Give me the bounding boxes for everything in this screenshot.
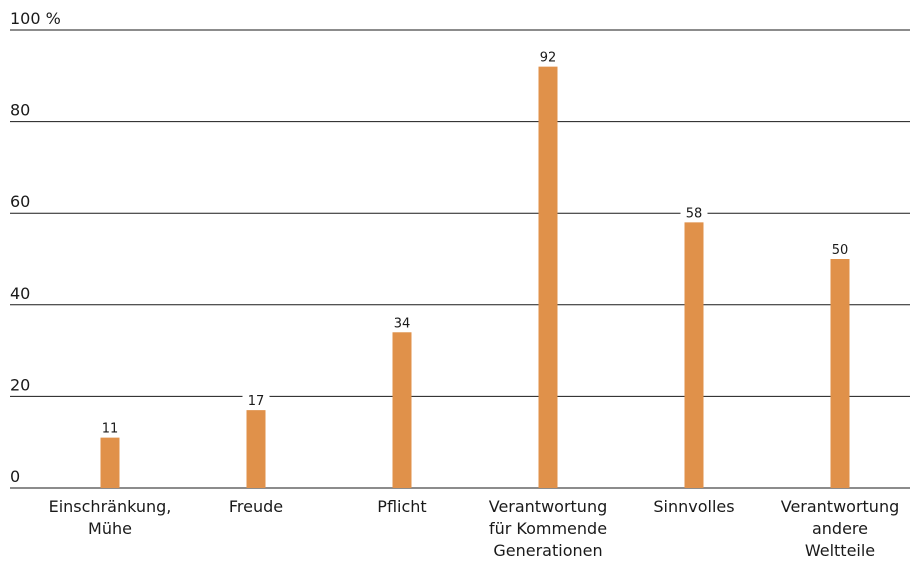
category-label-line: Mühe <box>88 519 132 538</box>
value-label: 17 <box>248 394 265 409</box>
value-label: 11 <box>102 422 119 437</box>
category-label: Freude <box>229 497 283 516</box>
category-label-line: Weltteile <box>805 541 875 560</box>
gridlines <box>10 30 910 488</box>
category-label-line: Sinnvolles <box>653 497 734 516</box>
y-tick-label-0: 0 <box>10 467 20 486</box>
category-label-line: Generationen <box>493 541 602 560</box>
bar <box>685 222 704 488</box>
category-label-line: Freude <box>229 497 283 516</box>
category-label-line: Pflicht <box>377 497 426 516</box>
y-tick-label-60: 60 <box>10 192 30 211</box>
category-label: Einschränkung, Mühe <box>49 497 172 538</box>
y-tick-label-100: 100 % <box>10 9 61 28</box>
bar <box>247 410 266 488</box>
value-label: 34 <box>394 316 411 331</box>
category-label-line: für Kommende <box>489 519 607 538</box>
bars: 11 17 34 92 58 50 <box>97 50 854 488</box>
category-label-line: Einschränkung, <box>49 497 172 516</box>
y-tick-label-40: 40 <box>10 284 30 303</box>
value-label: 50 <box>832 243 849 258</box>
y-tick-label-20: 20 <box>10 375 30 394</box>
category-label-line: andere <box>812 519 868 538</box>
category-label: Sinnvolles <box>653 497 734 516</box>
category-label: Verantwortung für Kommende Generationen <box>489 497 608 560</box>
y-tick-label-80: 80 <box>10 101 30 120</box>
bar <box>393 332 412 488</box>
bar <box>831 259 850 488</box>
category-label: Verantwortung andere Weltteile <box>781 497 900 560</box>
category-label: Pflicht <box>377 497 426 516</box>
value-label: 92 <box>540 51 557 66</box>
bar <box>101 438 120 488</box>
category-labels: Einschränkung, Mühe Freude Pflicht Verantwor… <box>49 497 900 560</box>
category-label-line: Verantwortung <box>781 497 900 516</box>
value-label: 58 <box>686 206 703 221</box>
category-label-line: Verantwortung <box>489 497 608 516</box>
bar <box>539 67 558 488</box>
y-tick-labels: 0 20 40 60 80 100 % <box>10 9 61 486</box>
